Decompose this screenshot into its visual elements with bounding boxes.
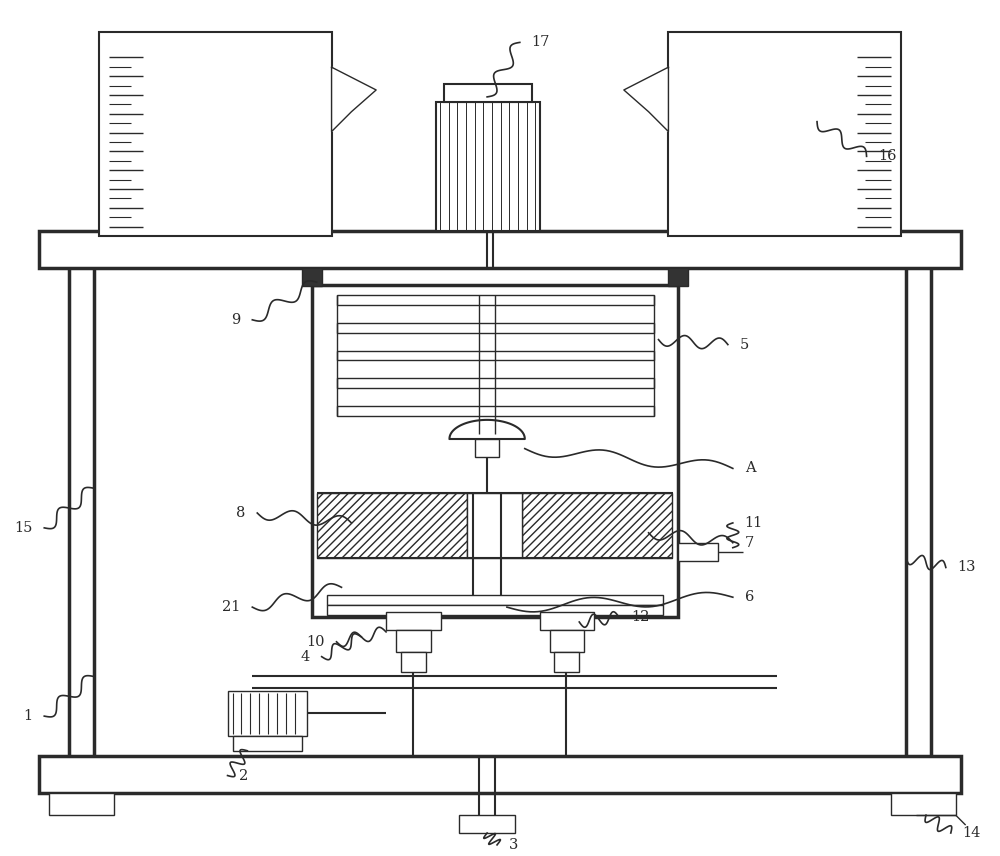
Bar <box>554 651 579 671</box>
Bar <box>401 651 426 671</box>
Bar <box>678 543 718 561</box>
Bar <box>327 595 663 605</box>
Bar <box>444 84 532 102</box>
Text: A: A <box>745 461 755 475</box>
Bar <box>39 230 961 268</box>
Text: 13: 13 <box>958 561 976 574</box>
Bar <box>49 794 114 815</box>
Bar <box>550 630 584 651</box>
Bar <box>337 350 654 360</box>
Text: 16: 16 <box>878 149 897 163</box>
Text: 3: 3 <box>509 838 518 852</box>
Text: 21: 21 <box>222 600 240 614</box>
Text: 11: 11 <box>745 516 763 530</box>
Text: 17: 17 <box>532 35 550 50</box>
Bar <box>337 378 654 388</box>
Bar <box>459 815 515 833</box>
Text: 14: 14 <box>963 826 981 840</box>
Polygon shape <box>332 67 376 132</box>
Text: 10: 10 <box>306 635 325 649</box>
Bar <box>327 605 663 615</box>
Text: 15: 15 <box>14 520 32 535</box>
Text: 6: 6 <box>745 591 754 604</box>
Bar <box>467 493 522 557</box>
Bar <box>386 612 441 630</box>
Text: 5: 5 <box>740 337 749 352</box>
Bar <box>668 33 901 235</box>
Text: 1: 1 <box>23 709 32 723</box>
Text: 7: 7 <box>745 536 754 550</box>
Bar <box>337 323 654 333</box>
Bar <box>317 493 467 557</box>
Text: 12: 12 <box>631 610 649 624</box>
Bar <box>337 295 654 305</box>
Bar <box>302 268 322 286</box>
Bar <box>668 268 688 286</box>
Bar <box>396 630 431 651</box>
Text: 8: 8 <box>236 506 245 520</box>
Bar <box>99 33 332 235</box>
Bar <box>475 438 499 456</box>
Bar <box>39 756 961 794</box>
Text: 2: 2 <box>239 769 249 782</box>
Bar <box>337 406 654 416</box>
Bar <box>540 612 594 630</box>
Polygon shape <box>624 67 668 132</box>
Bar <box>228 692 307 736</box>
Text: 9: 9 <box>231 312 240 327</box>
Text: 4: 4 <box>301 650 310 663</box>
Bar <box>522 493 672 557</box>
Bar <box>312 285 678 617</box>
Bar <box>891 794 956 815</box>
Bar <box>233 736 302 751</box>
Bar <box>436 102 540 230</box>
